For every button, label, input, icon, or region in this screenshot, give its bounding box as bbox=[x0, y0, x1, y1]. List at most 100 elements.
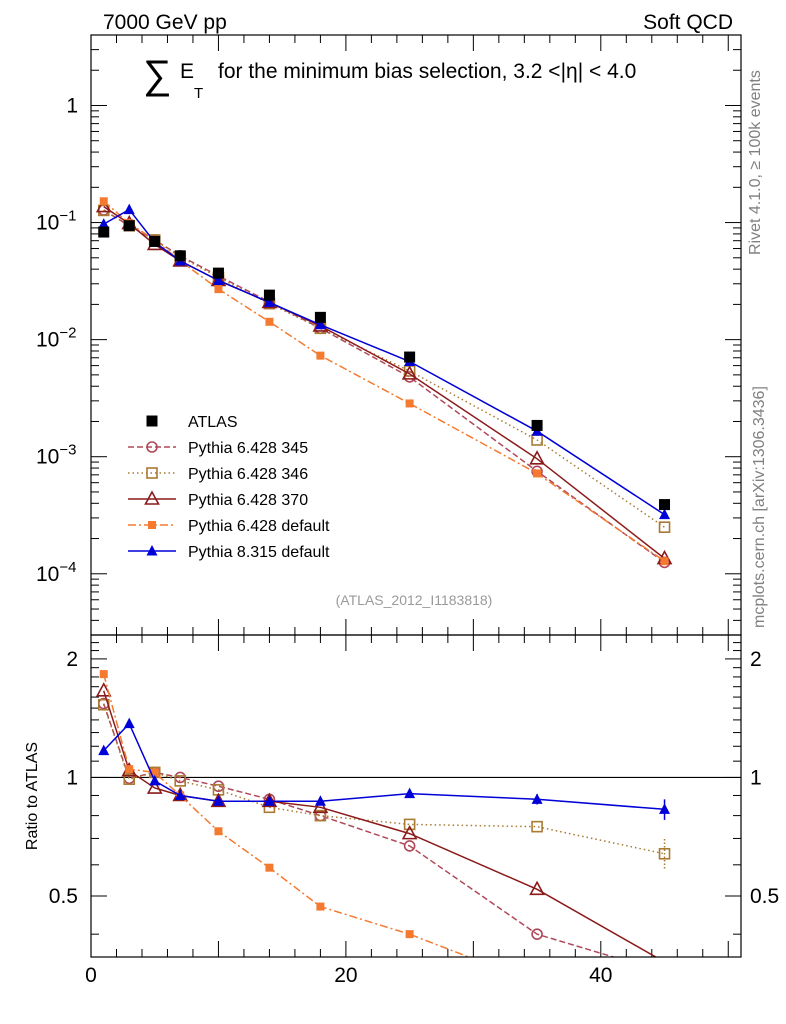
point-p370 bbox=[401, 365, 418, 380]
ratio-point-pdef bbox=[99, 670, 108, 679]
ratio-line-p345 bbox=[102, 703, 616, 957]
legend-label: Pythia 6.428 default bbox=[188, 518, 330, 535]
y-tick-label-main: 10−4 bbox=[36, 559, 76, 586]
point-p370 bbox=[529, 450, 545, 465]
ratio-axis: 0 20 40 2 2 1 1 0.5 0.5 bbox=[49, 635, 779, 987]
ratio-line-pdef bbox=[102, 673, 471, 957]
point-pdef bbox=[316, 351, 325, 360]
ratio-point-pdef bbox=[214, 827, 223, 836]
point-pdef bbox=[405, 399, 414, 408]
ratio-line-p370 bbox=[102, 690, 658, 957]
ratio-series-p345 bbox=[97, 697, 616, 957]
mcplots-label: mcplots.cern.ch [arXiv:1306.3436] bbox=[751, 386, 768, 628]
ratio-line-p346 bbox=[102, 704, 665, 855]
legend-item-p8: Pythia 8.315 default bbox=[128, 544, 330, 561]
series-line-p345 bbox=[103, 209, 665, 564]
point-pdef bbox=[214, 285, 223, 294]
legend-item-atlas: ATLAS bbox=[146, 414, 238, 431]
analysis-id: (ATLAS_2012_I1183818) bbox=[336, 592, 493, 608]
ratio-point-p8 bbox=[314, 795, 326, 806]
ratio-series bbox=[95, 670, 671, 957]
ratio-point-pdef bbox=[405, 930, 414, 939]
point-atlas bbox=[531, 419, 543, 431]
ratio-point-p8 bbox=[212, 795, 224, 806]
title-end: < 4.0 bbox=[583, 60, 636, 83]
series-line-pdef bbox=[103, 200, 665, 562]
ratio-point-p370 bbox=[312, 798, 329, 814]
legend-marker bbox=[146, 545, 158, 556]
legend-marker bbox=[146, 441, 158, 453]
y-tick-exponent: −1 bbox=[59, 208, 76, 225]
legend-marker bbox=[144, 490, 160, 505]
title-sum-symbol: ∑ bbox=[143, 53, 172, 97]
ratio-point-pdef bbox=[316, 902, 325, 911]
point-atlas bbox=[263, 289, 275, 301]
y-tick-label-ratio: 2 bbox=[66, 648, 78, 671]
ratio-point-p370 bbox=[95, 682, 112, 697]
point-atlas bbox=[659, 499, 671, 511]
point-pdef bbox=[265, 317, 274, 326]
point-p370 bbox=[312, 317, 329, 332]
ratio-point-p346 bbox=[174, 775, 187, 787]
legend-marker bbox=[146, 467, 158, 479]
legend-label: Pythia 6.428 345 bbox=[188, 440, 308, 457]
legend-label: Pythia 6.428 370 bbox=[188, 492, 308, 509]
legend-label: ATLAS bbox=[188, 414, 238, 431]
point-atlas bbox=[212, 267, 224, 279]
main-axis: 110−110−210−310−4 bbox=[36, 34, 741, 636]
legend-item-p345: Pythia 6.428 345 bbox=[128, 440, 308, 457]
ratio-point-p370 bbox=[529, 880, 545, 896]
x-tick-label: 20 bbox=[334, 964, 357, 987]
y-tick-label-main: 10−2 bbox=[36, 325, 76, 352]
ratio-point-p370 bbox=[401, 824, 418, 840]
point-p370 bbox=[95, 197, 112, 213]
legend-item-p370: Pythia 6.428 370 bbox=[128, 490, 308, 509]
point-atlas bbox=[174, 250, 186, 262]
y-tick-mantissa: 10 bbox=[36, 563, 59, 586]
point-p8 bbox=[263, 296, 275, 307]
ratio-series-p8 bbox=[98, 717, 671, 814]
ratio-point-p346 bbox=[403, 818, 416, 831]
y-tick-exponent: −3 bbox=[59, 442, 76, 459]
ratio-point-p345 bbox=[531, 928, 543, 940]
x-tick-label: 40 bbox=[589, 964, 612, 987]
title-text: for the minimum bias selection, 3.2 <|η|… bbox=[218, 60, 636, 83]
y-tick-mantissa: 10 bbox=[36, 446, 59, 469]
ratio-series-p370 bbox=[95, 682, 658, 957]
point-p8 bbox=[212, 274, 224, 285]
point-p8 bbox=[98, 218, 110, 229]
y-tick-label-main: 10−3 bbox=[36, 442, 76, 469]
header-right: Soft QCD bbox=[643, 11, 733, 34]
ratio-point-p8 bbox=[404, 787, 416, 799]
legend-label: Pythia 6.428 346 bbox=[188, 466, 308, 483]
side-labels: Rivet 4.1.0, ≥ 100k events mcplots.cern.… bbox=[747, 70, 768, 628]
y-tick-label-ratio-right: 2 bbox=[750, 648, 762, 671]
plot-title: ∑ E T for the minimum bias selection, 3.… bbox=[143, 53, 636, 102]
point-atlas bbox=[149, 235, 161, 247]
point-p8 bbox=[314, 318, 326, 330]
ratio-point-p345 bbox=[403, 840, 416, 852]
y-tick-exponent: −2 bbox=[59, 325, 76, 342]
y-tick-label-main: 1 bbox=[66, 94, 78, 117]
y-tick-mantissa: 10 bbox=[36, 329, 59, 352]
ratio-point-p370 bbox=[146, 779, 163, 794]
ratio-series-pdef bbox=[99, 670, 471, 957]
rivet-label: Rivet 4.1.0, ≥ 100k events bbox=[747, 70, 764, 255]
title-var: E bbox=[180, 60, 194, 83]
ratio-point-p8 bbox=[149, 774, 161, 786]
point-pdef bbox=[660, 557, 669, 566]
legend-marker bbox=[146, 415, 158, 427]
y-tick-label-ratio: 0.5 bbox=[49, 885, 78, 908]
y-tick-label-ratio-right: 0.5 bbox=[750, 885, 779, 908]
title-eta: |η| bbox=[561, 60, 584, 83]
point-pdef bbox=[533, 469, 542, 478]
point-atlas bbox=[123, 220, 135, 232]
y-tick-label-main: 10−1 bbox=[36, 208, 76, 235]
point-atlas bbox=[314, 311, 326, 323]
ratio-point-p370 bbox=[261, 792, 278, 808]
header: 7000 GeV pp Soft QCD bbox=[103, 11, 733, 34]
y-tick-label-ratio: 1 bbox=[66, 766, 78, 789]
title-rest: for the minimum bias selection, 3.2 < bbox=[218, 60, 561, 83]
legend-item-pdef: Pythia 6.428 default bbox=[128, 518, 330, 535]
